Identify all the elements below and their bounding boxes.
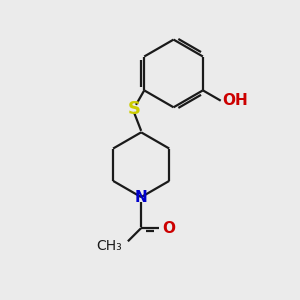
Text: CH₃: CH₃ <box>96 239 122 253</box>
Text: S: S <box>128 100 140 118</box>
Text: OH: OH <box>222 93 248 108</box>
Text: N: N <box>135 190 148 205</box>
Text: O: O <box>162 220 176 236</box>
